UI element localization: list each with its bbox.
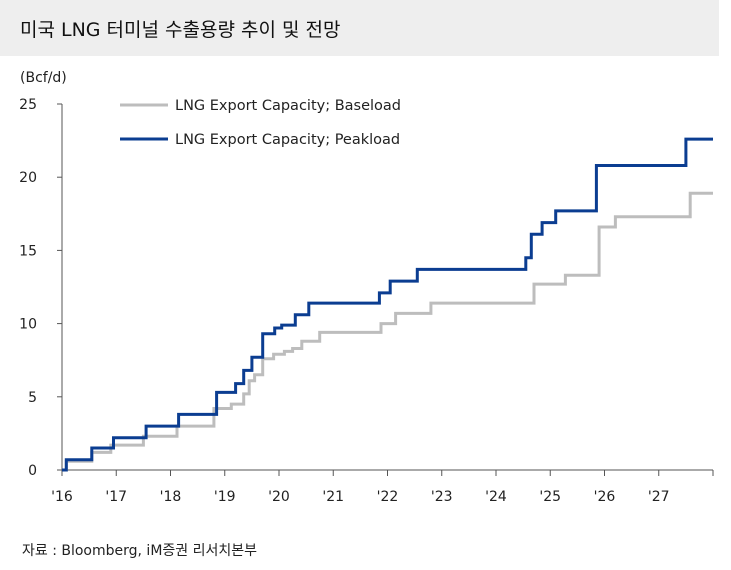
series-line-baseload: [62, 191, 713, 472]
y-axis-unit-label: (Bcf/d): [20, 70, 67, 86]
x-tick-label: '23: [431, 489, 453, 505]
x-tick-label: '16: [51, 489, 73, 505]
x-tick-label: '22: [377, 489, 399, 505]
x-tick-label: '19: [214, 489, 236, 505]
y-tick-label: 0: [28, 463, 37, 479]
axes: 0 5 10 15 20 25 '16 '17 '18 '19 '20 '21 '22 '23 '24 '25…: [19, 97, 714, 505]
x-tick-label: '25: [539, 489, 561, 505]
x-tick-label: '21: [322, 489, 344, 505]
y-tick-label: 15: [19, 243, 37, 259]
y-tick-label: 5: [28, 390, 37, 406]
y-tick-label: 10: [19, 317, 37, 333]
legend: LNG Export Capacity; Baseload LNG Export …: [120, 98, 401, 148]
series-line-peakload: [62, 137, 713, 472]
source-note: 자료 : Bloomberg, iM증권 리서치본부: [22, 543, 258, 559]
x-tick-label: '18: [160, 489, 182, 505]
y-tick-label: 25: [19, 97, 37, 113]
y-tick-label: 20: [19, 170, 37, 186]
legend-label-peakload: LNG Export Capacity; Peakload: [175, 132, 400, 148]
x-tick-label: '17: [105, 489, 127, 505]
x-tick-label: '27: [648, 489, 670, 505]
series-layer: [62, 137, 713, 472]
title-bar: 미국 LNG 터미널 수출용량 추이 및 전망: [0, 0, 719, 56]
x-tick-label: '24: [485, 489, 507, 505]
chart-title: 미국 LNG 터미널 수출용량 추이 및 전망: [20, 19, 341, 41]
x-tick-label: '26: [594, 489, 616, 505]
x-tick-label: '20: [268, 489, 290, 505]
legend-label-baseload: LNG Export Capacity; Baseload: [175, 98, 401, 114]
chart-area: (Bcf/d) 0 5 10 15 20 25 '16 '17 '18 '19 '20 '21 '22 '…: [19, 70, 714, 505]
